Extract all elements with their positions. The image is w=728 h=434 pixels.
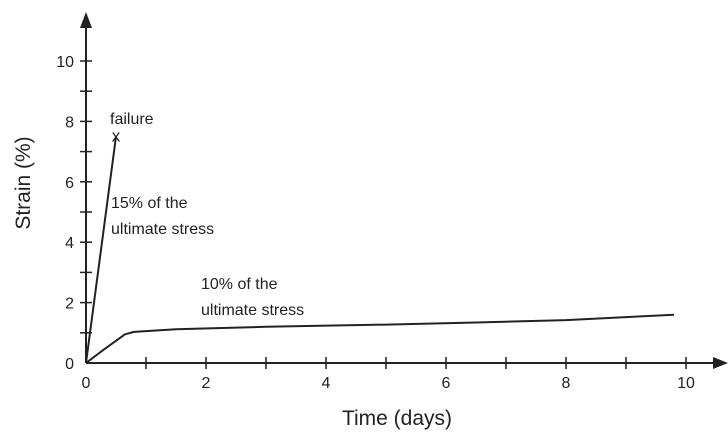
y-axis-arrow <box>80 12 92 28</box>
y-tick-label: 0 <box>65 356 74 373</box>
y-tick-label: 10 <box>56 54 74 71</box>
data-series <box>85 136 675 364</box>
x-axis-title: Time (days) <box>342 407 452 430</box>
x-tick-label: 4 <box>322 375 331 392</box>
y-axis-title: Strain (%) <box>12 136 35 229</box>
y-tick-label: 8 <box>65 114 74 131</box>
series-1-label-line2: ultimate stress <box>111 221 214 238</box>
x-tick-label: 0 <box>82 375 91 392</box>
series-line-1 <box>85 136 117 364</box>
series-1-label-line1: 15% of the <box>111 195 188 212</box>
failure-label: failure <box>110 111 154 128</box>
x-tick-label: 8 <box>562 375 571 392</box>
failure-marker: x <box>112 127 121 146</box>
y-tick-label: 6 <box>65 175 74 192</box>
x-tick-label: 2 <box>202 375 211 392</box>
series-2-label-line2: ultimate stress <box>201 302 304 319</box>
ticks: 0 2 4 6 8 10 0 2 4 6 8 10 <box>56 54 695 392</box>
x-axis-arrow <box>713 357 728 369</box>
series-line-2 <box>85 313 675 364</box>
y-tick-label: 2 <box>65 296 74 313</box>
y-tick-label: 4 <box>65 235 74 252</box>
x-tick-label: 6 <box>442 375 451 392</box>
x-tick-label: 10 <box>677 375 695 392</box>
series-2-label-line1: 10% of the <box>201 276 278 293</box>
axes <box>80 12 728 369</box>
